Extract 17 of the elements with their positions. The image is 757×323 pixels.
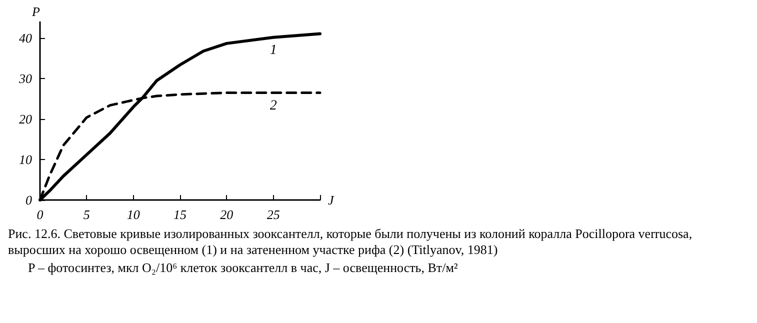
x-axis-title: J [328, 192, 335, 208]
y-tick-label: 30 [18, 71, 32, 86]
y-tick-label: 10 [19, 152, 32, 168]
x-tick-label: 10 [126, 207, 140, 222]
x-tick-label: 0 [36, 207, 44, 222]
x-tick-label: 15 [174, 207, 187, 222]
y-axis-title: P [31, 4, 40, 19]
text: P – фотосинтез, мкл O₂/10⁶ клеток зооксантелл в час, J – освещенность, Вт/м² [27, 260, 459, 276]
y-tick-label: 40 [19, 30, 32, 46]
series-label: 2 [270, 98, 277, 114]
text: Рис. 12.6. Световые кривые изолированных зооксантелл, которые были получены из колоний коралла Pocillopora verrucosa, выросших на хорошо освещенном (1) и на затененном участке рифа (2) (Titlyanov, 1981) [8, 226, 694, 258]
y-tick-label: 0 [26, 192, 32, 208]
series-label: 1 [270, 42, 277, 58]
x-tick-label: 20 [220, 207, 234, 222]
x-tick-label: 25 [266, 207, 280, 222]
y-tick-label: 20 [19, 112, 32, 127]
x-tick-label: 5 [83, 207, 90, 222]
